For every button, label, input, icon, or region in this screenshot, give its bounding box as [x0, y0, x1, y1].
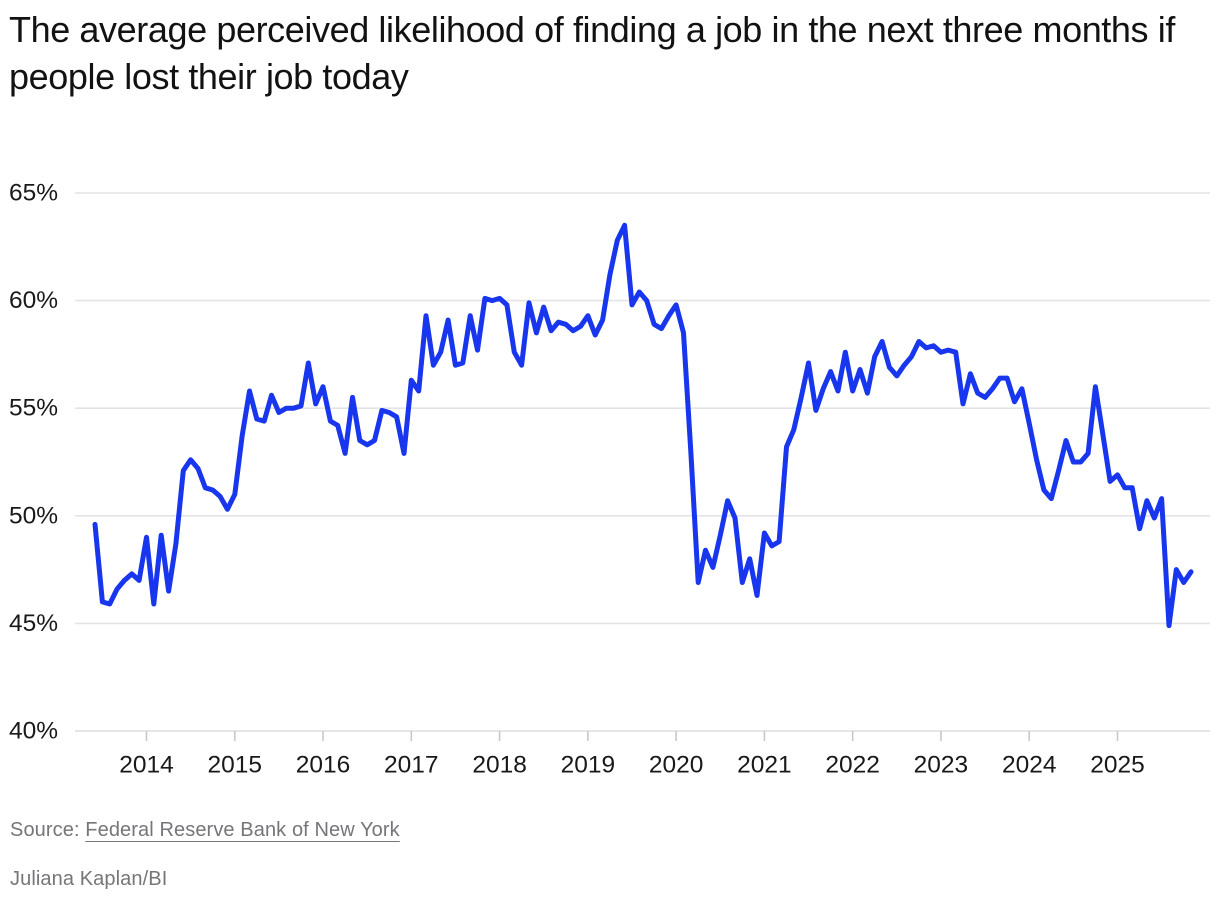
- data-line-series: [92, 222, 1194, 629]
- x-axis-label: 2020: [649, 752, 704, 779]
- x-axis-label: 2018: [472, 752, 527, 779]
- x-axis-label: 2016: [296, 752, 351, 779]
- byline: Juliana Kaplan/BI: [10, 868, 168, 890]
- y-axis-label: 65%: [9, 180, 58, 207]
- y-axis-label: 55%: [9, 395, 58, 422]
- x-axis-label: 2019: [561, 752, 616, 779]
- x-axis-label: 2025: [1090, 752, 1145, 779]
- x-axis-label: 2021: [737, 752, 792, 779]
- source-prefix: Source:: [10, 819, 86, 841]
- x-axis-label: 2014: [119, 752, 174, 779]
- y-axis-label: 45%: [9, 610, 58, 637]
- y-axis-label: 40%: [9, 718, 58, 745]
- source-note: Source: Federal Reserve Bank of New York: [10, 819, 400, 842]
- source-link[interactable]: Federal Reserve Bank of New York: [85, 819, 400, 841]
- x-axis-label: 2024: [1002, 752, 1057, 779]
- line-chart: 65% 60% 55% 50% 45% 40% 2014 2015 2016 2017 2018 20…: [9, 180, 1210, 779]
- y-axis-label: 50%: [9, 502, 58, 529]
- x-axis-label: 2017: [384, 752, 439, 779]
- y-axis-label: 60%: [9, 287, 58, 314]
- x-axis-label: 2023: [914, 752, 969, 779]
- chart-title: The average perceived likelihood of find…: [9, 9, 1175, 97]
- x-axis-label: 2015: [208, 752, 263, 779]
- x-axis-label: 2022: [825, 752, 880, 779]
